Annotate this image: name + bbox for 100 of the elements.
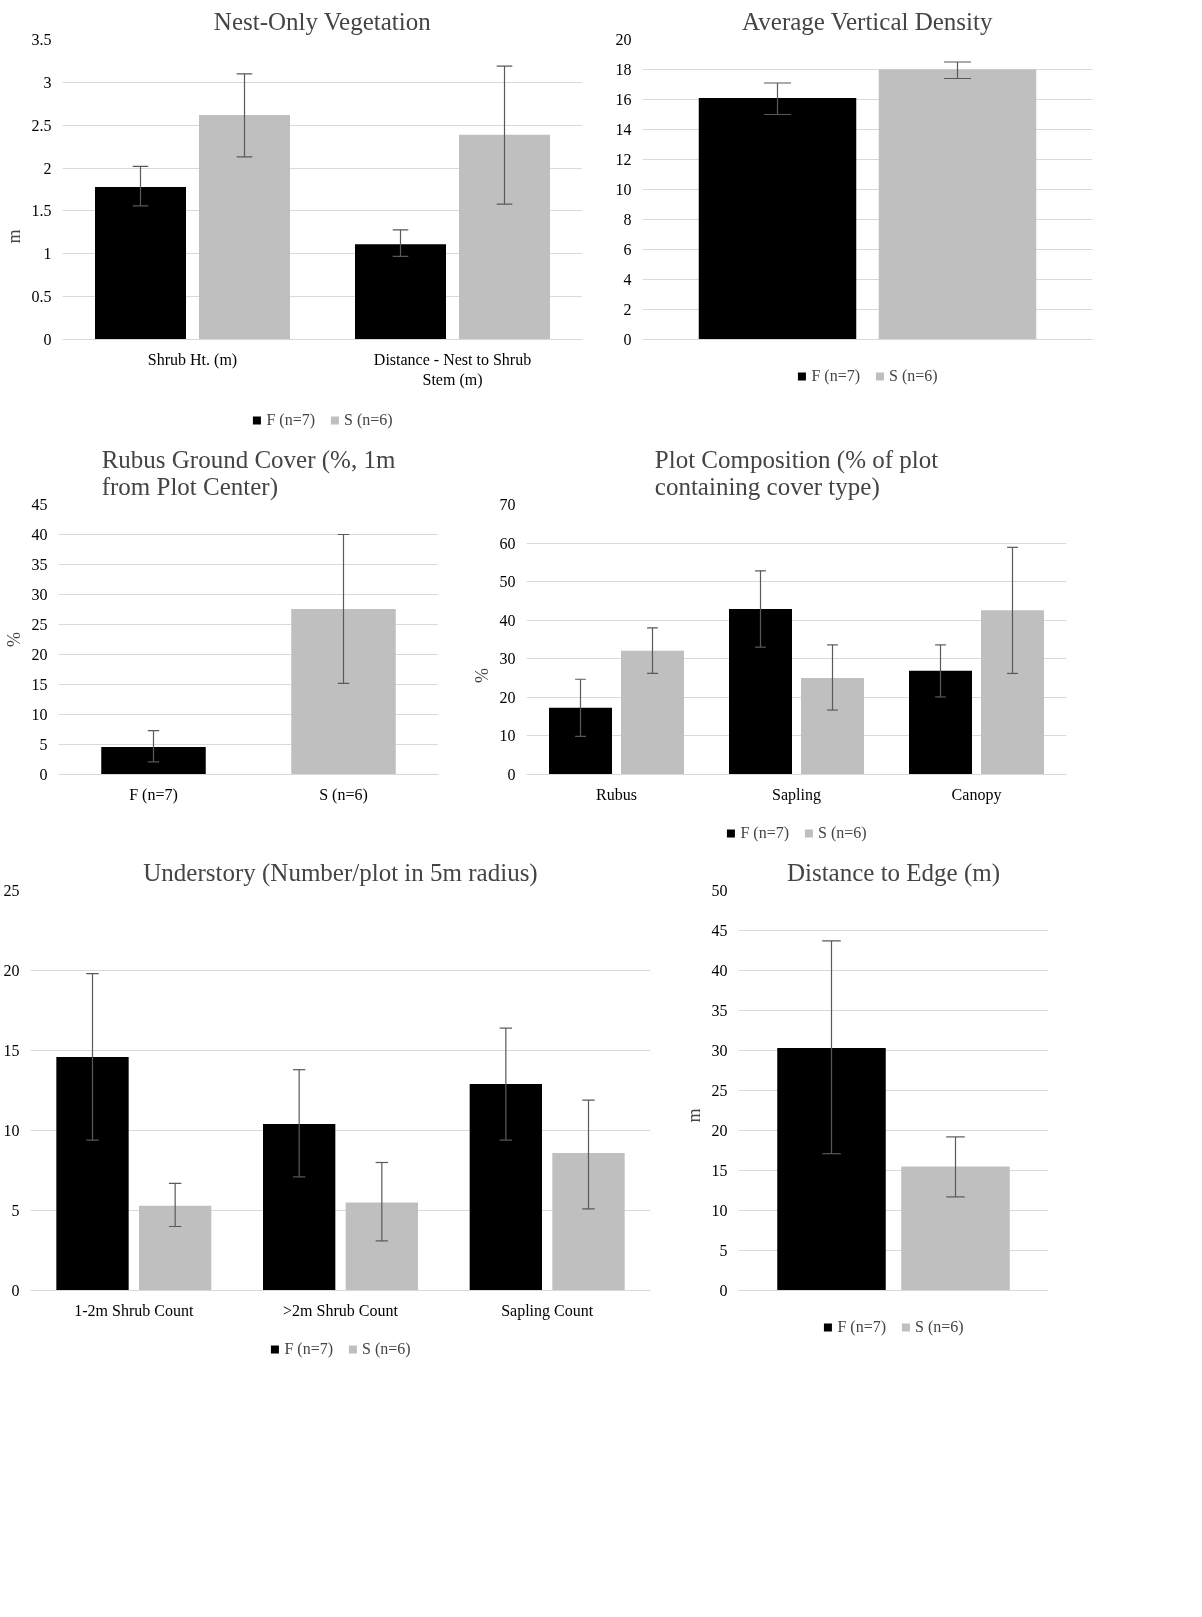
- x-tick-label: Sapling Count: [501, 1301, 594, 1320]
- y-tick-label: 5: [39, 736, 48, 753]
- bar: [459, 134, 550, 340]
- legend-label: F (n=7): [740, 824, 789, 842]
- legend-label: S (n=6): [344, 411, 393, 429]
- y-tick-label: 10: [499, 727, 516, 745]
- bar: [981, 610, 1044, 775]
- y-axis-title: m: [683, 1108, 704, 1123]
- y-tick-label: 2: [43, 159, 52, 177]
- y-tick-label: 45: [711, 922, 728, 939]
- y-tick-label: 3.5: [31, 31, 52, 48]
- y-tick-label: 0.5: [31, 288, 52, 306]
- y-tick-label: 10: [3, 1122, 20, 1139]
- bar: [355, 244, 446, 340]
- bar: [549, 707, 612, 775]
- chart-title: Average Vertical Density: [742, 7, 993, 35]
- y-tick-label: 18: [615, 61, 632, 78]
- y-tick-label: 0: [43, 331, 52, 348]
- y-axis-title: m: [3, 229, 24, 244]
- y-tick-label: 3: [43, 73, 52, 91]
- y-tick-label: 12: [615, 151, 632, 168]
- y-tick-label: 2: [623, 301, 632, 318]
- legend-label: F (n=7): [284, 1340, 333, 1358]
- bar: [95, 186, 186, 340]
- x-tick-label: Canopy: [951, 785, 1002, 804]
- bar: [909, 670, 972, 775]
- y-tick-label: 4: [623, 271, 632, 288]
- x-tick-label: Distance - Nest to Shrub Stem (m): [373, 350, 532, 389]
- legend-label: S (n=6): [362, 1340, 411, 1358]
- y-tick-label: 6: [623, 241, 632, 258]
- legend-label: F (n=7): [811, 367, 860, 385]
- y-tick-label: 20: [3, 962, 20, 979]
- y-tick-label: 0: [507, 766, 516, 783]
- bar: [469, 1084, 542, 1291]
- y-tick-label: 20: [615, 31, 632, 48]
- x-tick-label: 1-2m Shrub Count: [74, 1301, 194, 1319]
- y-tick-label: 10: [711, 1202, 728, 1219]
- bar: [56, 1056, 129, 1291]
- y-tick-label: 45: [31, 496, 48, 513]
- y-tick-label: 0: [11, 1282, 20, 1299]
- chart-title: Nest-Only Vegetation: [213, 7, 432, 35]
- y-tick-label: 30: [711, 1042, 728, 1059]
- x-tick-label: >2m Shrub Count: [283, 1301, 399, 1319]
- y-tick-label: 8: [623, 211, 632, 228]
- y-tick-label: 1: [43, 245, 52, 263]
- y-tick-label: 2.5: [31, 116, 52, 134]
- bar: [345, 1202, 418, 1291]
- y-tick-label: 5: [11, 1202, 20, 1219]
- y-tick-label: 14: [615, 121, 632, 138]
- y-tick-label: 16: [615, 91, 632, 108]
- y-tick-label: 0: [719, 1282, 728, 1299]
- y-tick-label: 50: [711, 882, 728, 899]
- legend-label: S (n=6): [889, 367, 938, 385]
- legend-label: F (n=7): [837, 1318, 886, 1336]
- chart-title: Distance to Edge (m): [786, 858, 1001, 887]
- y-tick-label: 10: [31, 706, 48, 723]
- chart-title: Rubus Ground Cover (%, 1m from Plot Center): [101, 445, 396, 501]
- y-axis-title: %: [471, 668, 492, 683]
- y-tick-label: 40: [31, 526, 48, 543]
- y-tick-label: 25: [31, 616, 48, 633]
- x-tick-label: Rubus: [596, 785, 637, 803]
- x-tick-label: Shrub Ht. (m): [147, 350, 238, 369]
- y-tick-label: 5: [719, 1242, 728, 1259]
- bar: [263, 1124, 336, 1291]
- y-tick-label: 35: [711, 1002, 728, 1019]
- bar: [139, 1205, 212, 1291]
- y-tick-label: 30: [31, 586, 48, 603]
- y-tick-label: 0: [39, 766, 48, 783]
- y-tick-label: 25: [3, 882, 20, 899]
- y-tick-label: 20: [711, 1122, 728, 1139]
- legend-label: S (n=6): [915, 1318, 964, 1336]
- y-tick-label: 40: [711, 962, 728, 979]
- y-tick-label: 60: [499, 534, 516, 552]
- x-tick-label: F (n=7): [129, 785, 178, 804]
- legend-label: S (n=6): [818, 824, 867, 842]
- bar: [621, 650, 684, 775]
- legend-label: F (n=7): [266, 411, 315, 429]
- y-tick-label: 15: [31, 676, 48, 693]
- bar: [729, 609, 792, 775]
- y-tick-label: 35: [31, 556, 48, 573]
- y-tick-label: 1.5: [31, 202, 52, 220]
- y-tick-label: 20: [499, 688, 516, 706]
- chart-title: Understory (Number/plot in 5m radius): [143, 858, 538, 887]
- y-tick-label: 20: [31, 646, 48, 663]
- x-tick-label: S (n=6): [319, 785, 368, 804]
- y-tick-label: 40: [499, 611, 516, 629]
- y-tick-label: 15: [3, 1042, 20, 1059]
- y-tick-label: 25: [711, 1082, 728, 1099]
- bar: [552, 1152, 625, 1291]
- y-tick-label: 10: [615, 181, 632, 198]
- bar: [801, 678, 864, 775]
- x-tick-label: Sapling: [772, 785, 821, 804]
- y-tick-label: 30: [499, 650, 516, 668]
- y-tick-label: 50: [499, 573, 516, 591]
- y-tick-label: 0: [623, 331, 632, 348]
- y-tick-label: 15: [711, 1162, 728, 1179]
- y-axis-title: %: [3, 632, 24, 647]
- bar: [199, 114, 290, 340]
- y-tick-label: 70: [499, 496, 516, 513]
- chart-title: Plot Composition (% of plot containing cover type): [654, 445, 939, 501]
